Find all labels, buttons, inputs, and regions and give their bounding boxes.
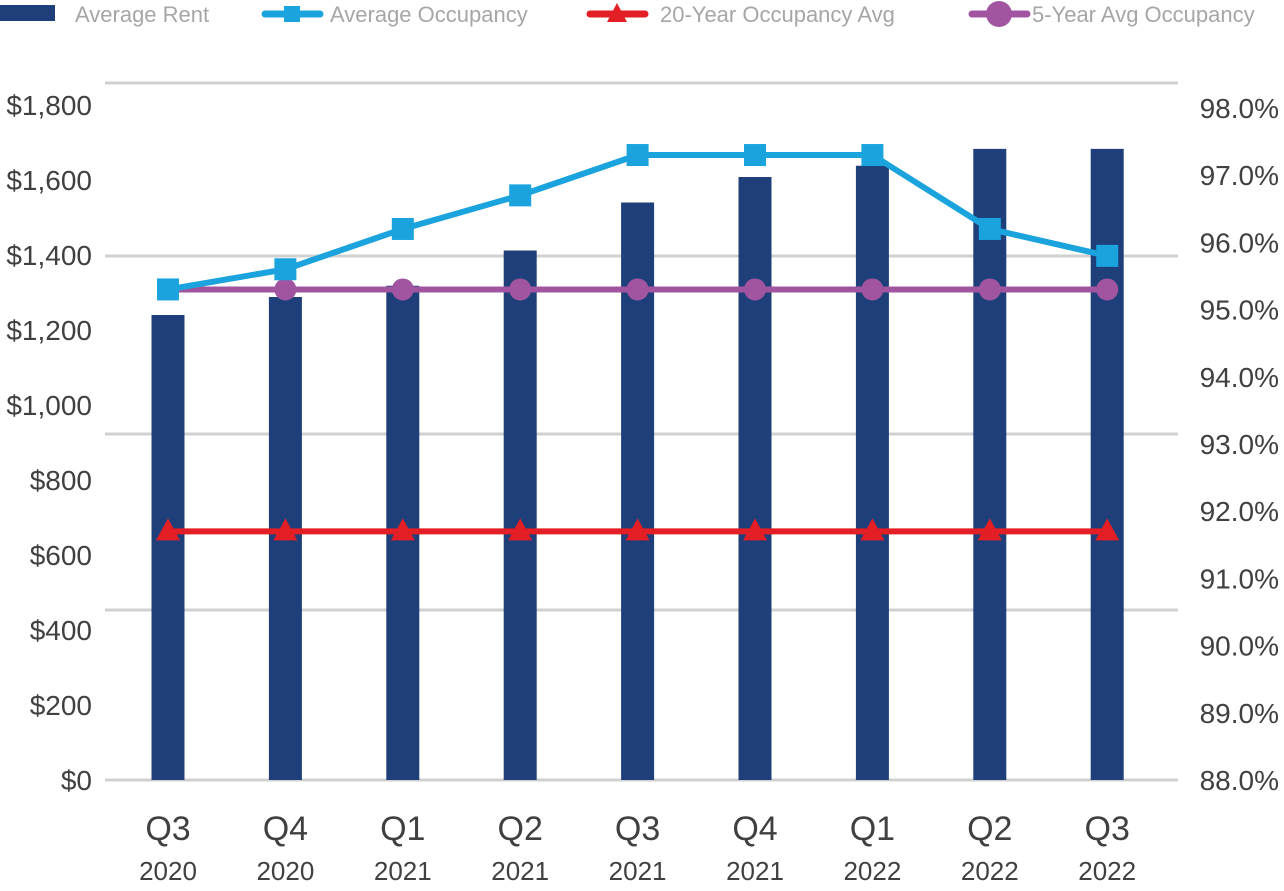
bar [1090,148,1124,780]
legend-label: 5-Year Avg Occupancy [1032,2,1255,27]
line-series-average-occupancy [157,144,1119,301]
left-tick-label: $1,200 [6,315,92,346]
legend-marker [607,3,627,22]
right-axis: 88.0% 89.0% 90.0% 91.0% 92.0% 93.0% 94.0% 95.0%… [1200,93,1279,796]
legend-item: 5-Year Avg Occupancy [968,1,1255,27]
point [626,144,649,167]
point [508,518,533,541]
point [157,278,179,301]
point [861,278,884,301]
bar [503,250,537,780]
category-year-label: 2020 [256,856,314,886]
legend-item: Average Occupancy [261,2,528,27]
left-tick-label: $1,000 [6,390,92,421]
legend-marker [986,1,1012,27]
category-quarter-label: Q1 [380,810,425,848]
point [156,518,180,541]
point [391,217,414,240]
right-tick-label: 94.0% [1200,362,1279,393]
right-tick-label: 89.0% [1200,698,1279,729]
legend-marker [284,6,300,22]
right-tick-label: 90.0% [1200,631,1279,662]
right-tick-label: 91.0% [1200,563,1279,594]
category-quarter-label: Q3 [145,810,190,848]
left-tick-label: $800 [30,465,92,496]
point [509,184,532,207]
line-series-20-year-avg [156,518,1120,541]
left-axis: $0 $200 $400 $600 $800 $1,000 $1,200 $1,400 $1,6… [6,90,92,796]
right-tick-label: 93.0% [1200,429,1279,460]
category-year-label: 2021 [491,856,549,886]
category-quarter-label: Q1 [850,810,895,848]
point [978,217,1001,240]
legend-label: Average Rent [75,2,209,27]
right-tick-label: 95.0% [1200,295,1279,326]
category-year-label: 2022 [843,856,901,886]
category-year-label: 2021 [609,856,667,886]
category-year-label: 2021 [374,856,432,886]
legend-item: 20-Year Occupancy Avg [586,2,895,27]
category-quarter-label: Q3 [1085,810,1130,848]
legend: Average Rent Average Occupancy 20-Year Occ… [0,1,1255,27]
bar-series-average-rent [151,148,1124,780]
left-tick-label: $200 [30,690,92,721]
category-year-label: 2022 [1078,856,1136,886]
category-quarter-label: Q2 [498,810,543,848]
bar [738,177,772,780]
category-year-label: 2020 [139,856,197,886]
point [744,144,766,167]
left-tick-label: $0 [61,765,92,796]
point [391,278,414,301]
legend-label: 20-Year Occupancy Avg [660,2,895,27]
legend-label: Average Occupancy [330,2,528,27]
point [978,278,1001,301]
right-tick-label: 96.0% [1200,227,1279,258]
point [977,518,1002,541]
left-tick-label: $600 [30,540,92,571]
bar [973,148,1007,780]
point [625,518,650,541]
category-axis: Q3 2020 Q4 2020 Q1 2021 Q2 2021 Q3 2021 Q4 2021 Q1 20… [139,810,1136,886]
left-tick-label: $1,400 [6,240,92,271]
bar [151,315,185,780]
right-tick-label: 92.0% [1200,496,1279,527]
point [1096,244,1119,267]
point [274,258,297,281]
category-quarter-label: Q2 [967,810,1012,848]
point [861,144,884,167]
point [860,518,885,541]
point [273,518,298,541]
category-quarter-label: Q4 [732,810,777,848]
bar [855,165,889,780]
category-quarter-label: Q4 [263,810,308,848]
point [626,278,649,301]
right-tick-label: 98.0% [1200,93,1279,124]
right-tick-label: 97.0% [1200,160,1279,191]
point [744,278,766,301]
category-quarter-label: Q3 [615,810,660,848]
category-year-label: 2022 [961,856,1019,886]
left-tick-label: $400 [30,615,92,646]
legend-swatch [0,5,55,21]
point [743,518,767,541]
category-year-label: 2021 [726,856,784,886]
right-tick-label: 88.0% [1200,765,1279,796]
point [390,518,415,541]
left-tick-label: $1,800 [6,90,92,121]
left-tick-label: $1,600 [6,165,92,196]
point [509,278,532,301]
line-series [156,144,1120,541]
point [1096,278,1119,301]
legend-item: Average Rent [0,2,209,27]
point [274,278,297,301]
point [1095,518,1120,541]
